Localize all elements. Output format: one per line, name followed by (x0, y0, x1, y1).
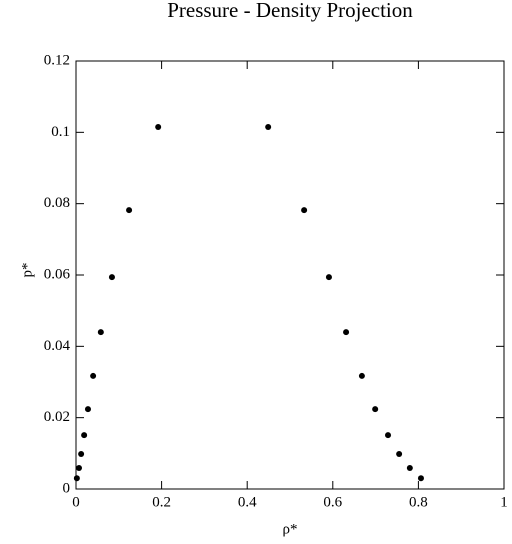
point (343, 329, 350, 336)
point (75, 464, 82, 471)
point (396, 451, 403, 458)
point (301, 207, 308, 214)
x-tick-label: 0.4 (238, 494, 257, 510)
x-tick-label: 0.2 (152, 494, 171, 510)
y-tick-label: 0.08 (44, 195, 70, 211)
point (358, 372, 365, 379)
point (155, 123, 162, 130)
point (417, 475, 424, 482)
point (97, 329, 104, 336)
y-tick-label: 0 (63, 480, 71, 496)
point (108, 274, 115, 281)
chart-title: Pressure - Density Projection (167, 0, 413, 22)
x-tick-label: 0 (72, 494, 80, 510)
point (372, 406, 379, 413)
y-tick-label: 0.04 (44, 338, 71, 354)
y-tick-label: 0.12 (44, 52, 70, 68)
x-tick-label: 1 (500, 494, 508, 510)
point (385, 432, 392, 439)
point (325, 274, 332, 281)
y-axis-label: p* (19, 263, 35, 278)
point (78, 451, 85, 458)
y-tick-label: 0.02 (44, 409, 70, 425)
point (73, 475, 80, 482)
plot-frame (75, 60, 505, 490)
point (126, 207, 133, 214)
x-tick-label: 0.6 (323, 494, 342, 510)
point (265, 123, 272, 130)
point (81, 432, 88, 439)
point (406, 464, 413, 471)
point (90, 372, 97, 379)
y-tick-label: 0.06 (44, 266, 71, 282)
y-tick-label: 0.1 (51, 124, 70, 140)
x-tick-label: 0.8 (409, 494, 428, 510)
x-axis-label: ρ* (283, 521, 298, 537)
point (84, 406, 91, 413)
